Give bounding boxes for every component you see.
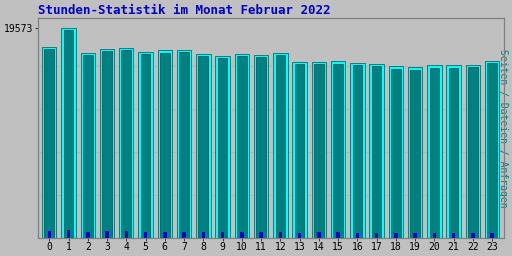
Bar xyxy=(182,232,186,238)
Bar xyxy=(102,51,112,238)
Bar xyxy=(449,68,458,238)
Bar xyxy=(452,233,455,238)
Bar xyxy=(124,231,128,238)
Bar xyxy=(216,56,230,238)
Bar xyxy=(177,50,191,238)
Bar xyxy=(237,56,247,238)
Bar xyxy=(465,65,480,238)
Bar xyxy=(389,66,403,238)
Bar xyxy=(218,58,227,238)
Bar xyxy=(375,233,378,238)
Bar xyxy=(144,232,147,238)
Bar xyxy=(353,66,362,238)
Bar xyxy=(356,233,359,238)
Bar xyxy=(485,61,499,238)
Bar xyxy=(179,52,189,238)
Y-axis label: Seiten / Dateien / Anfragen: Seiten / Dateien / Anfragen xyxy=(498,49,508,207)
Bar xyxy=(372,67,381,238)
Bar xyxy=(86,232,90,238)
Bar xyxy=(350,63,365,238)
Bar xyxy=(336,232,340,238)
Bar xyxy=(163,232,166,238)
Bar xyxy=(295,64,304,238)
Bar xyxy=(317,232,321,238)
Bar xyxy=(119,48,134,238)
Bar xyxy=(394,233,398,238)
Bar xyxy=(490,232,494,238)
Bar xyxy=(408,67,422,238)
Bar xyxy=(446,66,461,238)
Bar xyxy=(234,54,249,238)
Bar xyxy=(100,49,114,238)
Text: Stunden-Statistik im Monat Februar 2022: Stunden-Statistik im Monat Februar 2022 xyxy=(38,4,330,17)
Bar xyxy=(138,51,153,238)
Bar xyxy=(63,30,73,238)
Bar xyxy=(314,64,324,238)
Bar xyxy=(61,28,76,238)
Bar xyxy=(468,67,478,238)
Bar xyxy=(254,55,268,238)
Bar xyxy=(105,231,109,238)
Bar xyxy=(331,61,345,238)
Bar xyxy=(427,66,441,238)
Bar xyxy=(48,231,51,238)
Bar xyxy=(298,232,301,238)
Bar xyxy=(67,230,70,238)
Bar xyxy=(487,63,497,238)
Bar xyxy=(196,54,210,238)
Bar xyxy=(158,50,172,238)
Bar xyxy=(292,62,307,238)
Bar xyxy=(83,55,93,238)
Bar xyxy=(413,233,417,238)
Bar xyxy=(369,64,384,238)
Bar xyxy=(160,52,169,238)
Bar xyxy=(80,52,95,238)
Bar xyxy=(259,232,263,238)
Bar xyxy=(430,68,439,238)
Bar xyxy=(279,232,282,238)
Bar xyxy=(202,232,205,238)
Bar xyxy=(199,56,208,238)
Bar xyxy=(240,232,244,238)
Bar xyxy=(42,47,56,238)
Bar xyxy=(312,62,326,238)
Bar xyxy=(45,49,54,238)
Bar xyxy=(273,53,288,238)
Bar xyxy=(221,232,224,238)
Bar xyxy=(275,55,285,238)
Bar xyxy=(141,54,151,238)
Bar xyxy=(256,57,266,238)
Bar xyxy=(433,233,436,238)
Bar xyxy=(471,233,475,238)
Bar xyxy=(410,70,420,238)
Bar xyxy=(333,64,343,238)
Bar xyxy=(391,69,401,238)
Bar xyxy=(121,50,131,238)
